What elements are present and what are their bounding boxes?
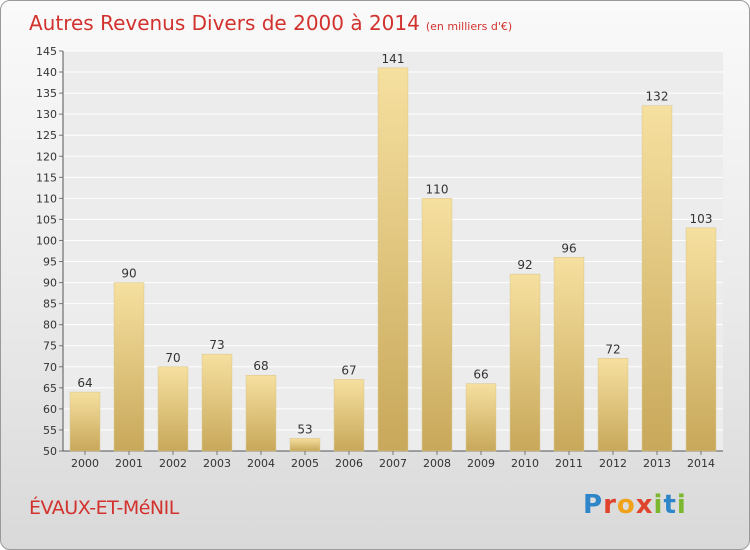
chart-title: Autres Revenus Divers de 2000 à 2014 (en …	[29, 11, 512, 35]
bar-value-label: 92	[517, 258, 532, 272]
bar	[113, 282, 145, 452]
y-tick-label: 65	[43, 382, 57, 395]
x-tick-label: 2010	[511, 457, 539, 470]
bar	[685, 227, 717, 452]
bar	[245, 374, 277, 452]
bar-value-label: 67	[341, 363, 356, 377]
x-tick-label: 2007	[379, 457, 407, 470]
bar	[641, 105, 673, 452]
bar	[333, 379, 365, 452]
y-tick-label: 55	[43, 424, 57, 437]
y-tick-label: 120	[36, 150, 57, 163]
y-tick-label: 130	[36, 108, 57, 121]
bar-value-label: 73	[209, 338, 224, 352]
bar	[597, 358, 629, 452]
bar-value-label: 64	[77, 376, 92, 390]
bar-value-label: 141	[382, 52, 405, 66]
bar-value-label: 70	[165, 351, 180, 365]
bar	[201, 353, 233, 452]
bar-value-label: 72	[605, 342, 620, 356]
bar-value-label: 66	[473, 368, 488, 382]
y-tick-label: 140	[36, 66, 57, 79]
bar	[465, 383, 497, 452]
y-tick-label: 80	[43, 319, 57, 332]
x-tick-label: 2014	[687, 457, 715, 470]
x-tick-label: 2009	[467, 457, 495, 470]
bar-value-label: 53	[297, 422, 312, 436]
y-tick-label: 100	[36, 234, 57, 247]
bar-value-label: 103	[690, 212, 713, 226]
x-tick-label: 2001	[115, 457, 143, 470]
y-tick-label: 75	[43, 340, 57, 353]
y-tick-label: 125	[36, 129, 57, 142]
y-tick-label: 115	[36, 171, 57, 184]
y-tick-label: 135	[36, 87, 57, 100]
proxiti-logo: Proxiti	[583, 490, 687, 520]
bar	[377, 67, 409, 452]
y-tick-label: 145	[36, 45, 57, 58]
x-tick-label: 2006	[335, 457, 363, 470]
bar	[289, 438, 321, 452]
bar-value-label: 90	[121, 267, 136, 281]
y-tick-label: 70	[43, 361, 57, 374]
chart-title-sub: (en milliers d'€)	[425, 20, 513, 33]
bar-value-label: 132	[646, 90, 669, 104]
bar	[157, 366, 189, 452]
x-tick-label: 2011	[555, 457, 583, 470]
x-tick-label: 2002	[159, 457, 187, 470]
x-tick-label: 2005	[291, 457, 319, 470]
y-tick-label: 60	[43, 403, 57, 416]
y-tick-label: 85	[43, 298, 57, 311]
bar	[69, 391, 101, 452]
y-tick-label: 105	[36, 213, 57, 226]
bar-value-label: 96	[561, 241, 576, 255]
x-tick-label: 2008	[423, 457, 451, 470]
bar-value-label: 110	[426, 182, 449, 196]
y-tick-label: 50	[43, 445, 57, 458]
y-tick-label: 90	[43, 277, 57, 290]
y-tick-label: 95	[43, 256, 57, 269]
x-tick-label: 2012	[599, 457, 627, 470]
bar	[509, 273, 541, 452]
chart-title-main: Autres Revenus Divers de 2000 à 2014	[29, 11, 420, 35]
x-tick-label: 2004	[247, 457, 275, 470]
x-tick-label: 2013	[643, 457, 671, 470]
bar-value-label: 68	[253, 359, 268, 373]
x-tick-label: 2003	[203, 457, 231, 470]
y-tick-label: 110	[36, 192, 57, 205]
bar	[553, 257, 585, 452]
bar	[421, 198, 453, 452]
x-tick-label: 2000	[71, 457, 99, 470]
commune-name: ÉVAUX-ET-MéNIL	[29, 497, 179, 519]
